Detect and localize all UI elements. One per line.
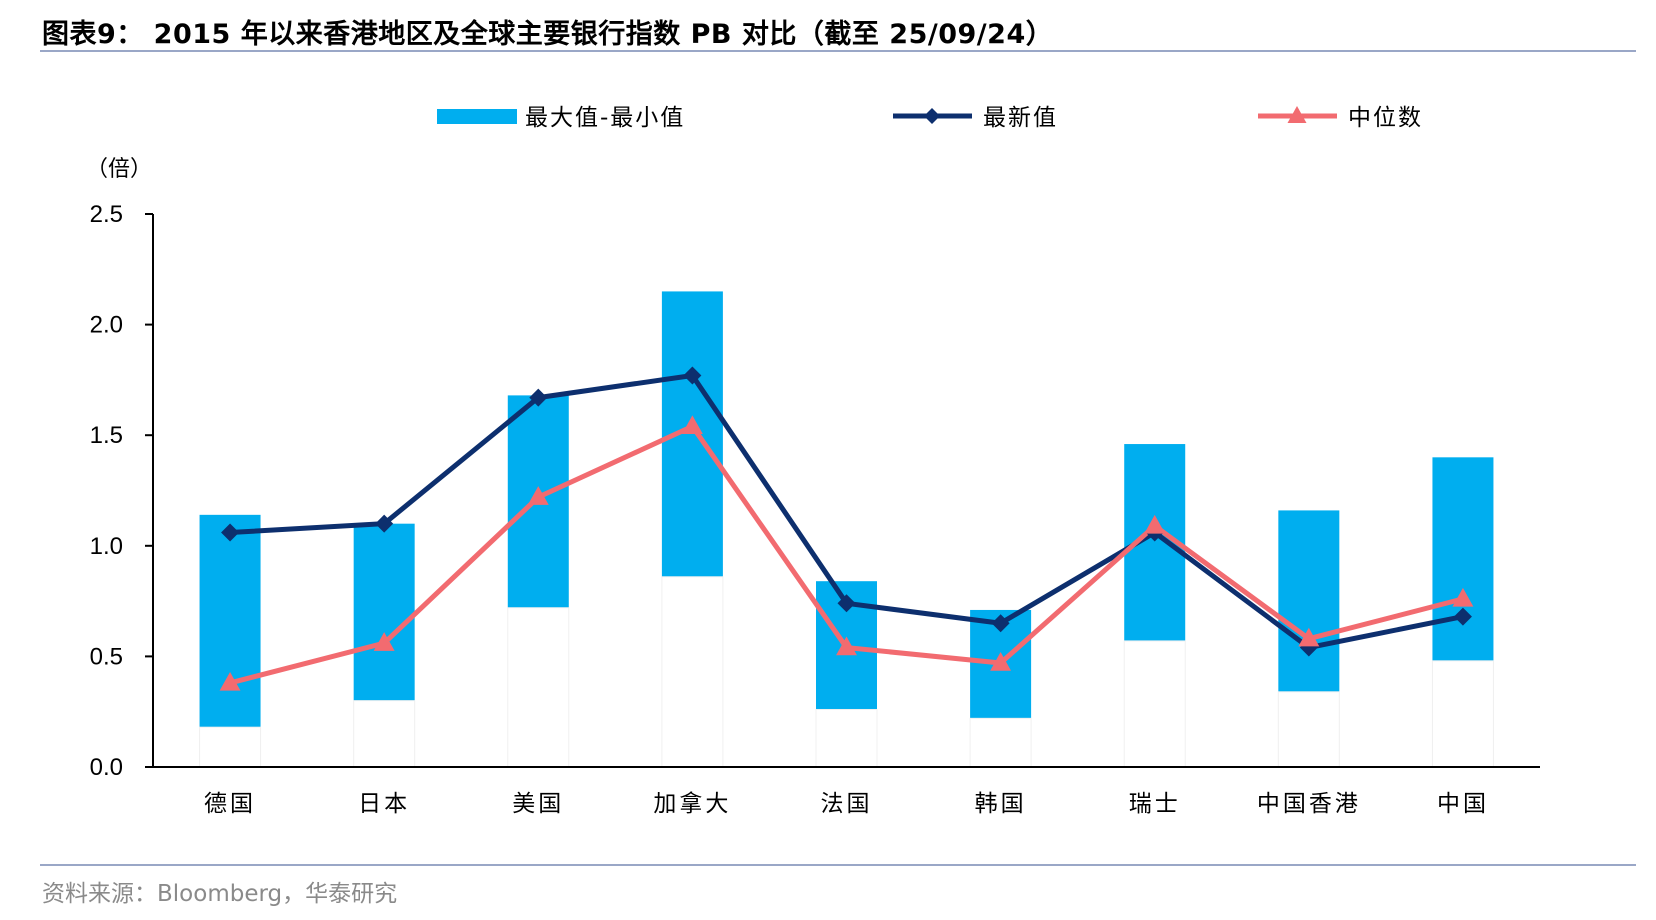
range-bar-base xyxy=(199,726,262,768)
median-point xyxy=(990,652,1012,671)
legend-marker-median xyxy=(1287,106,1307,123)
x-tick-label: 德国 xyxy=(204,791,256,817)
x-axis-labels: 德国 日本 美国 加拿大 法国 韩国 瑞士 中国香港 中国 xyxy=(204,790,1489,817)
x-tick-label: 日本 xyxy=(358,791,410,817)
range-bar-base xyxy=(1431,660,1494,768)
y-tick-label: 2.5 xyxy=(90,201,123,228)
y-tick-label: 0.5 xyxy=(90,643,123,670)
y-unit-label: （倍） xyxy=(86,157,152,182)
range-bar xyxy=(1432,457,1494,661)
x-tick-label: 瑞士 xyxy=(1129,791,1181,817)
latest-point xyxy=(221,523,240,542)
x-tick-label: 法国 xyxy=(821,791,873,817)
latest-point xyxy=(529,388,548,407)
legend: 最大值-最小值 最新值 中位数 xyxy=(437,105,1423,131)
range-bar xyxy=(199,514,261,728)
x-tick-label: 美国 xyxy=(512,791,564,817)
latest-point xyxy=(1453,607,1472,626)
x-tick-label: 中国香港 xyxy=(1257,791,1361,817)
legend-label-latest: 最新值 xyxy=(983,105,1058,131)
median-point xyxy=(219,671,241,691)
median-point xyxy=(681,415,703,435)
source-note: 资料来源：Bloomberg，华泰研究 xyxy=(42,881,398,907)
range-bar xyxy=(353,523,415,701)
legend-label-median: 中位数 xyxy=(1348,105,1423,131)
chart-plot: 最大值-最小值 最新值 中位数 （倍） 0.0 0.5 1.0 1.5 2.0 2.5 德国 日… xyxy=(86,105,1540,817)
range-bar-base xyxy=(353,700,416,768)
axes xyxy=(152,214,1540,768)
range-bars xyxy=(199,291,1494,768)
range-bar xyxy=(1278,510,1340,692)
latest-point xyxy=(375,514,394,533)
y-tick-label: 2.0 xyxy=(90,312,123,339)
x-tick-label: 中国 xyxy=(1437,791,1489,817)
range-bar-base xyxy=(507,607,570,768)
range-bar-base xyxy=(1277,691,1340,768)
median-point xyxy=(1452,587,1474,607)
x-tick-label: 加拿大 xyxy=(653,790,731,817)
range-bar-base xyxy=(815,708,878,768)
median-point xyxy=(1144,514,1166,534)
source-rule xyxy=(40,864,1636,866)
legend-label-range: 最大值-最小值 xyxy=(525,105,685,131)
range-bar-base xyxy=(1123,640,1186,768)
median-point xyxy=(373,632,395,651)
legend-marker-latest xyxy=(924,108,940,124)
range-bar-base xyxy=(661,576,724,768)
median-point xyxy=(527,486,549,505)
series-lines xyxy=(219,366,1474,691)
median-point xyxy=(1298,627,1320,647)
latest-point xyxy=(837,594,856,613)
y-axis-ticks: 0.0 0.5 1.0 1.5 2.0 2.5 xyxy=(90,201,153,781)
y-tick-label: 0.0 xyxy=(90,754,123,781)
title-rule xyxy=(40,50,1636,52)
legend-swatch-range xyxy=(437,109,517,124)
y-tick-label: 1.5 xyxy=(90,422,123,449)
y-tick-label: 1.0 xyxy=(90,533,123,560)
range-bar-base xyxy=(969,717,1032,768)
x-tick-label: 韩国 xyxy=(975,791,1027,817)
chart-title: 图表9： 2015 年以来香港地区及全球主要银行指数 PB 对比（截至 25/0… xyxy=(42,19,1054,50)
latest-point xyxy=(683,366,702,385)
latest-point xyxy=(991,614,1010,633)
median-point xyxy=(836,636,857,656)
